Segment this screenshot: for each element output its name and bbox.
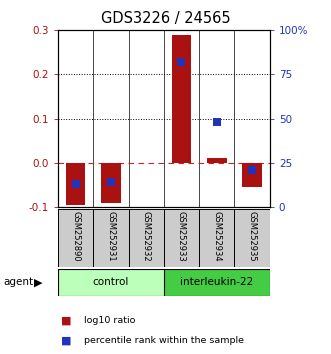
FancyBboxPatch shape [164,209,199,267]
FancyBboxPatch shape [58,209,93,267]
FancyBboxPatch shape [128,209,164,267]
Bar [66,163,85,205]
Text: interleukin-22: interleukin-22 [180,277,254,287]
Text: ▶: ▶ [34,277,42,287]
Point [73,181,78,187]
Text: GSM252934: GSM252934 [212,211,221,261]
Text: ■: ■ [61,336,72,346]
Bar [101,163,120,202]
Text: GSM252931: GSM252931 [106,211,116,261]
Text: control: control [93,277,129,287]
Text: ■: ■ [61,315,72,325]
Text: GSM252935: GSM252935 [248,211,257,261]
Text: agent: agent [3,277,33,287]
Point [214,119,219,125]
FancyBboxPatch shape [234,209,270,267]
Point [179,59,184,65]
Point [108,179,114,185]
Text: GDS3226 / 24565: GDS3226 / 24565 [101,11,230,25]
FancyBboxPatch shape [93,209,128,267]
Text: percentile rank within the sample: percentile rank within the sample [84,336,244,345]
Bar [164,269,270,296]
Bar [242,163,262,187]
Text: log10 ratio: log10 ratio [84,316,136,325]
Bar [207,158,226,163]
FancyBboxPatch shape [199,209,234,267]
Bar [58,269,164,296]
Text: GSM252933: GSM252933 [177,211,186,261]
Text: GSM252890: GSM252890 [71,211,80,261]
Bar [172,34,191,163]
Point [250,167,255,173]
Text: GSM252932: GSM252932 [142,211,151,261]
